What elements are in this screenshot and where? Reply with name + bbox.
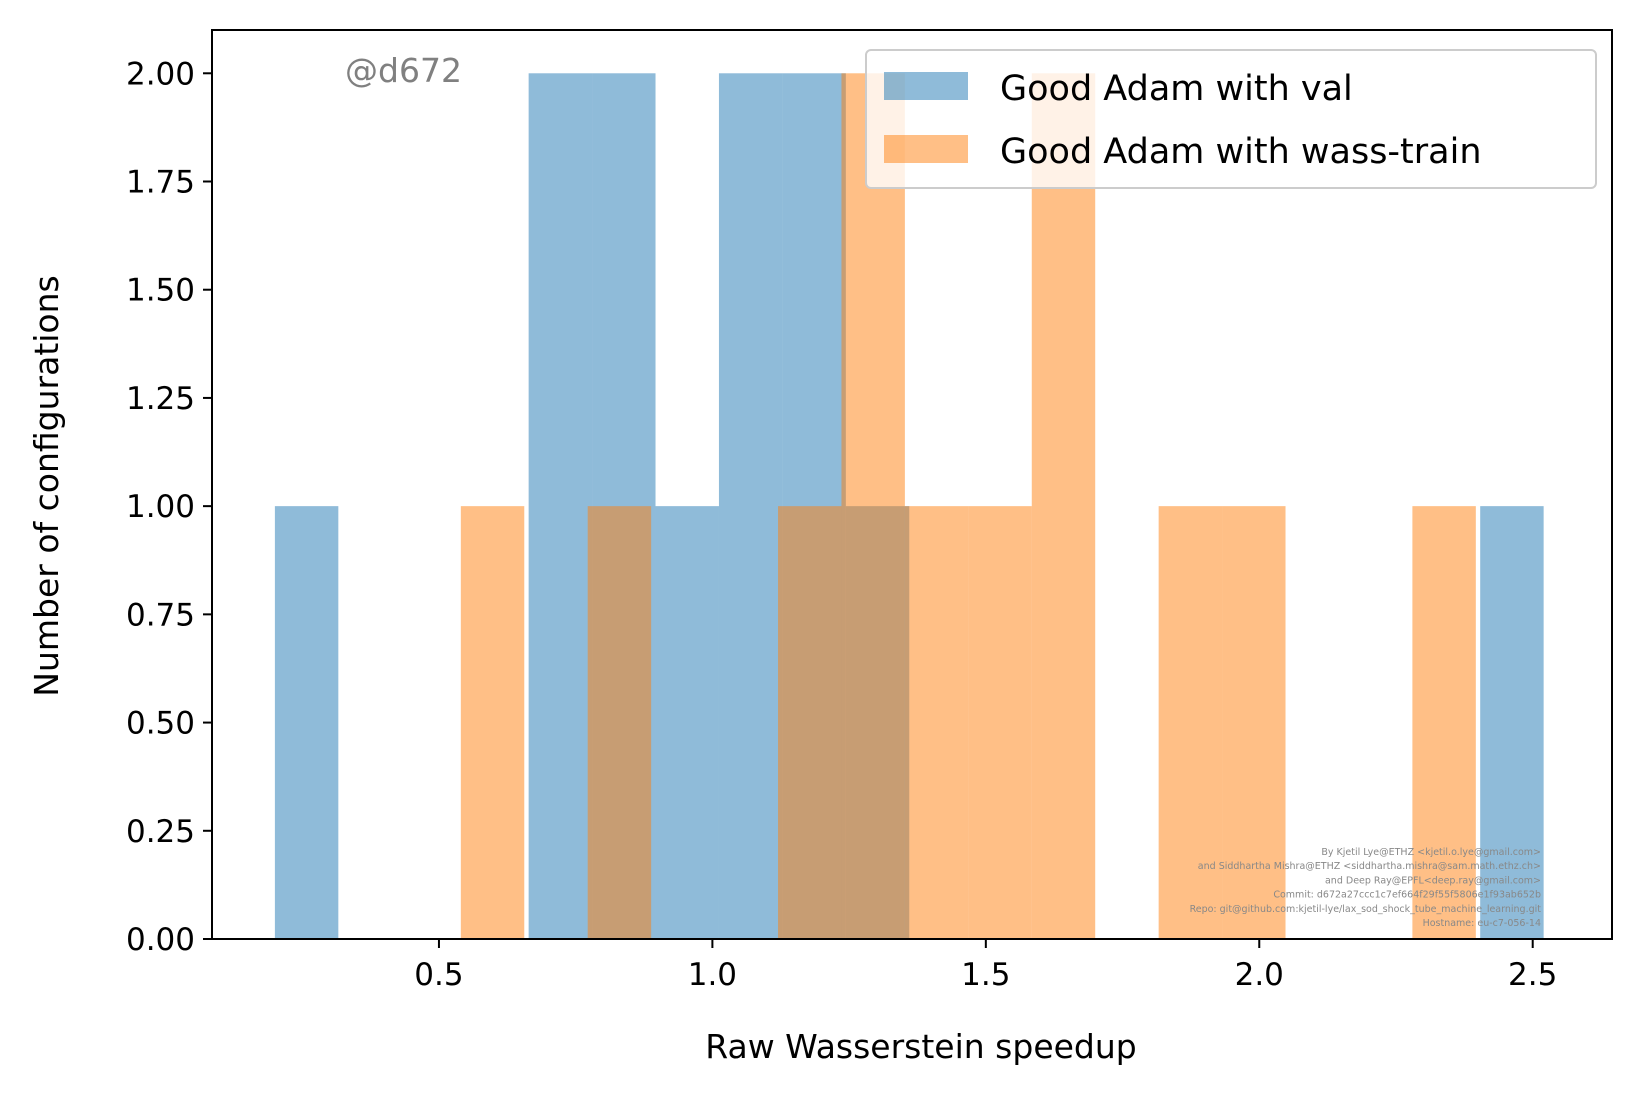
histogram-bar-series-1-bin-2	[587, 506, 652, 939]
credit-line-2: and Deep Ray@EPFL<deep.ray@gmail.com>	[1325, 875, 1541, 886]
y-tick-label-6: 1.50	[126, 273, 195, 309]
x-axis: 0.5 1.0 1.5 2.0 2.5	[414, 939, 1557, 993]
y-axis: 0.00 0.25 0.50 0.75 1.00 1.25 1.50 1.75 2.00	[126, 56, 212, 958]
x-tick-label-2: 1.5	[961, 957, 1010, 993]
y-tick-label-8: 2.00	[126, 56, 195, 92]
credit-line-4: Repo: git@github.com:kjetil-lye/lax_sod_…	[1190, 904, 1542, 915]
y-tick-label-4: 1.00	[126, 489, 195, 525]
x-tick-label-4: 2.5	[1508, 957, 1557, 993]
histogram-bar-series-1-bin-11	[1158, 506, 1223, 939]
legend-box	[865, 49, 1597, 189]
histogram-bar-series-0-bin-0	[274, 506, 339, 939]
x-tick-label-1: 1.0	[688, 957, 737, 993]
annotation-label: @d672	[345, 51, 462, 90]
y-tick-label-1: 0.25	[126, 814, 195, 850]
histogram-bar-series-1-bin-7	[904, 506, 969, 939]
histogram-bar-series-0-bin-4	[528, 73, 593, 940]
plot-frame	[211, 29, 1613, 940]
y-axis-title: Number of configurations	[27, 275, 66, 696]
x-tick-label-3: 2.0	[1235, 957, 1284, 993]
histogram-bar-series-1-bin-8	[968, 506, 1032, 939]
legend-swatch-wass-train	[884, 135, 968, 163]
credit-line-1: and Siddhartha Mishra@ETHZ <siddhartha.m…	[1198, 861, 1541, 872]
y-tick-label-5: 1.25	[126, 381, 195, 417]
credit-line-0: By Kjetil Lye@ETHZ <kjetil.o.lye@gmail.c…	[1321, 847, 1541, 858]
y-tick-label-0: 0.00	[126, 922, 195, 958]
y-tick-label-2: 0.50	[126, 706, 195, 742]
legend-swatch-val	[884, 72, 968, 100]
histogram-bar-series-1-bin-12	[1222, 506, 1286, 939]
histogram-bar-series-1-bin-15	[1412, 506, 1476, 939]
legend-label-wass-train: Good Adam with wass-train	[1000, 132, 1482, 172]
histogram-bar-series-1-bin-0	[460, 506, 525, 939]
histogram-bar-series-0-bin-6	[655, 506, 719, 939]
histogram-bar-series-1-bin-5	[778, 506, 842, 939]
credits-block: By Kjetil Lye@ETHZ <kjetil.o.lye@gmail.c…	[1190, 847, 1542, 929]
legend: Good Adam with val Good Adam with wass-t…	[865, 49, 1597, 189]
legend-label-val: Good Adam with val	[1000, 69, 1353, 109]
histogram-bar-series-0-bin-19	[1480, 506, 1544, 939]
bars-layer	[274, 73, 1544, 940]
y-tick-label-7: 1.75	[126, 165, 195, 201]
y-tick-label-3: 0.75	[126, 597, 195, 633]
credit-line-3: Commit: d672a27ccc1c7ef664f29f55f5806e1f…	[1273, 890, 1541, 901]
x-tick-label-0: 0.5	[414, 957, 463, 993]
histogram-bar-series-1-bin-9	[1031, 73, 1096, 940]
x-axis-title: Raw Wasserstein speedup	[705, 1027, 1136, 1066]
histogram-bar-series-1-bin-6	[841, 73, 905, 940]
credit-line-5: Hostname: eu-c7-056-14	[1423, 918, 1541, 929]
histogram-bar-series-0-bin-7	[718, 73, 783, 940]
